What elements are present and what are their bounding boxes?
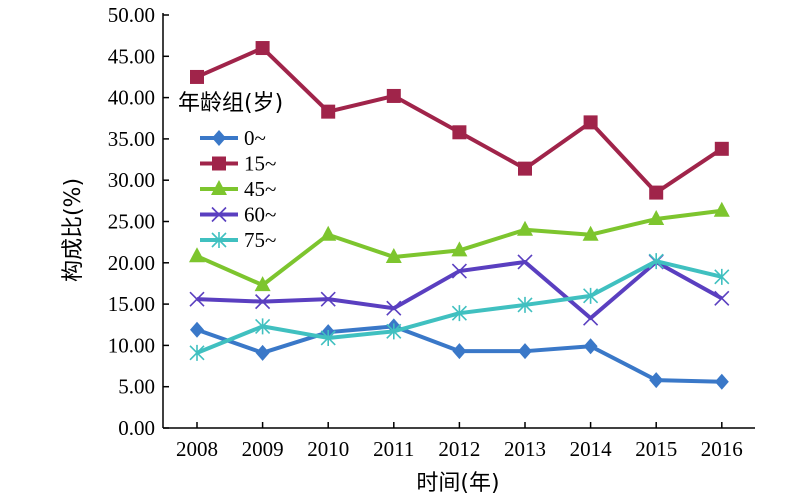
- y-tick-label: 0.00: [118, 416, 155, 440]
- data-point: [518, 343, 532, 360]
- data-point: [648, 210, 665, 226]
- x-tick-label: 2008: [176, 437, 218, 461]
- data-point: [255, 294, 271, 310]
- y-tick-label: 45.00: [108, 44, 155, 68]
- x-tick-label: 2015: [635, 437, 677, 461]
- data-point: [649, 372, 664, 389]
- data-point: [583, 338, 598, 355]
- legend-marker: [211, 180, 227, 195]
- data-point: [255, 344, 270, 361]
- y-tick-label: 20.00: [108, 251, 155, 275]
- legend-marker: [211, 206, 227, 223]
- y-tick-label: 30.00: [108, 168, 155, 192]
- legend-marker: [211, 232, 227, 248]
- data-point: [320, 291, 336, 307]
- series-layer: [189, 41, 730, 390]
- data-point: [386, 300, 402, 316]
- x-tick-label: 2013: [504, 437, 546, 461]
- data-point: [517, 254, 533, 270]
- data-point: [452, 343, 467, 360]
- legend: 年龄组(岁) 0~15~45~60~75~: [178, 91, 283, 252]
- axes: 0.00 5.00 10.00 15.00 20.00 25.00 30.00 35.00 40…: [108, 3, 755, 461]
- data-point: [451, 241, 468, 257]
- series-75plus: [189, 253, 730, 361]
- data-point: [190, 69, 204, 84]
- data-point: [452, 125, 467, 140]
- x-axis-label: 时间(年): [416, 471, 499, 496]
- x-tick-label: 2016: [701, 437, 743, 461]
- y-axis-label: 构成比(%): [61, 178, 86, 282]
- data-point: [255, 318, 271, 335]
- data-point: [714, 290, 730, 306]
- data-point: [714, 373, 729, 390]
- data-point: [451, 263, 467, 279]
- y-tick-label: 50.00: [108, 3, 155, 27]
- data-point: [386, 88, 401, 103]
- data-point: [518, 161, 532, 176]
- legend-label: 0~: [244, 126, 266, 150]
- data-point: [583, 310, 599, 326]
- x-tick-label: 2009: [242, 437, 284, 461]
- legend-label: 60~: [244, 203, 276, 227]
- data-point: [189, 291, 205, 307]
- y-tick-label: 35.00: [108, 127, 155, 151]
- data-point: [583, 115, 598, 130]
- data-point: [189, 247, 205, 263]
- data-point: [648, 253, 664, 270]
- legend-marker: [212, 130, 226, 146]
- x-tick-label: 2012: [438, 437, 480, 461]
- legend-label: 45~: [244, 177, 276, 201]
- data-point: [583, 287, 599, 304]
- x-tick-label: 2014: [570, 437, 613, 461]
- y-tick-label: 25.00: [108, 210, 155, 234]
- data-point: [713, 201, 730, 217]
- legend-label: 75~: [244, 228, 276, 252]
- data-point: [517, 296, 533, 313]
- legend-label: 15~: [244, 152, 276, 176]
- legend-title: 年龄组(岁): [178, 91, 283, 116]
- data-point: [254, 276, 271, 292]
- data-point: [386, 323, 402, 340]
- legend-marker: [212, 156, 226, 171]
- x-tick-label: 2011: [373, 437, 414, 461]
- y-tick-label: 40.00: [108, 86, 155, 110]
- y-tick-label: 5.00: [118, 375, 155, 399]
- y-tick-label: 15.00: [108, 292, 155, 316]
- y-tick-label: 10.00: [108, 333, 155, 357]
- data-point: [451, 305, 467, 322]
- data-point: [189, 344, 205, 361]
- data-point: [714, 141, 729, 156]
- series-45plus: [189, 201, 730, 292]
- data-point: [714, 268, 730, 285]
- data-point: [321, 104, 336, 119]
- series-15plus: [190, 41, 729, 200]
- data-point: [385, 248, 402, 264]
- data-point: [320, 329, 336, 346]
- x-tick-label: 2010: [307, 437, 349, 461]
- data-point: [517, 220, 533, 236]
- data-point: [320, 225, 337, 241]
- data-point: [255, 41, 270, 56]
- data-point: [582, 225, 599, 241]
- data-point: [190, 321, 204, 338]
- data-point: [649, 185, 664, 200]
